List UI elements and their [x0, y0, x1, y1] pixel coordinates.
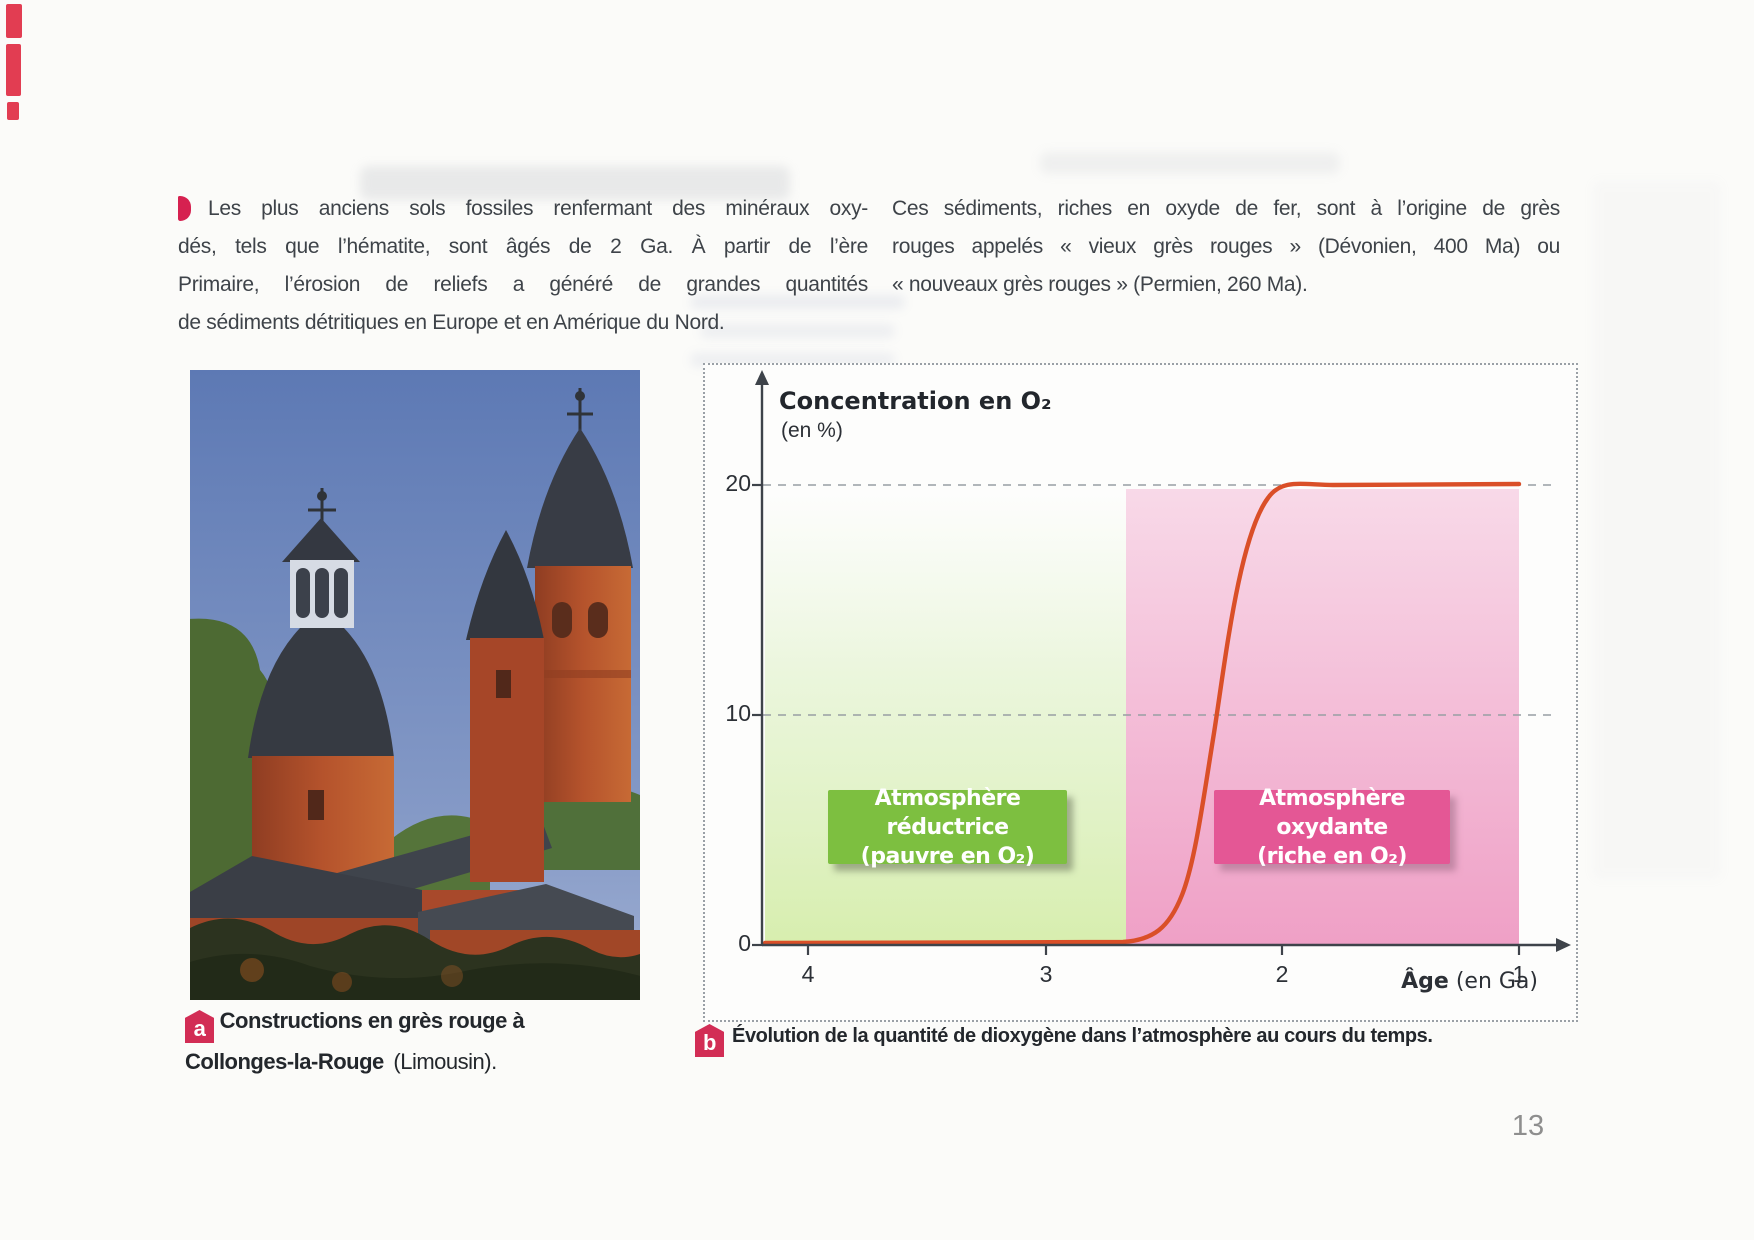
y-tick-20: 20 — [725, 470, 751, 496]
x-tick-1: 1 — [1512, 961, 1526, 987]
y-axis-arrow-icon — [755, 370, 769, 385]
x-axis-arrow-icon — [1556, 938, 1571, 952]
chart-x-axis-title: Âge (en Ga) — [1401, 969, 1538, 994]
photo-caption-bold: Constructions en grès rouge à Collonges-… — [185, 1008, 525, 1074]
chart-y-axis-unit: (en %) — [781, 419, 843, 442]
intro-paragraph-right: Ces sédiments, riches en oxyde de fer, s… — [892, 190, 1560, 304]
x-axis-title-bold: Âge — [1401, 969, 1449, 994]
scan-artifact — [7, 102, 19, 120]
x-tick-2: 2 — [1275, 961, 1289, 987]
scan-smudge — [690, 295, 905, 309]
oxygen-evolution-chart — [752, 370, 1571, 955]
intro-paragraph-left: Les plus anciens sols fossiles renferman… — [178, 190, 868, 342]
scan-artifact — [6, 44, 21, 96]
oxidizing-atmosphere-region — [1126, 489, 1519, 945]
reducing-atmosphere-label: Atmosphère réductrice (pauvre en O₂) — [828, 786, 1067, 869]
oxidizing-atmosphere-label: Atmosphère oxydante (riche en O₂) — [1214, 786, 1450, 869]
reducing-atmosphere-region — [765, 493, 1126, 945]
figure-caption: b Évolution de la quantité de dioxygène d… — [695, 1024, 1433, 1057]
paragraph-line: rouges appelés « vieux grès rouges » (Dé… — [892, 235, 1560, 258]
zone-label-line: (pauvre en O₂) — [860, 843, 1035, 869]
scan-artifact — [6, 4, 22, 38]
paragraph-line: « nouveaux grès rouges » (Permien, 260 M… — [892, 273, 1308, 296]
scan-smudge — [700, 324, 895, 338]
zone-label-line: (riche en O₂) — [1257, 843, 1407, 869]
y-tick-10: 10 — [725, 700, 751, 726]
paragraph-line: Les plus anciens sols fossiles renferman… — [208, 197, 868, 220]
scan-smudge — [360, 166, 790, 200]
scan-smudge — [1592, 180, 1722, 880]
page-number: 13 — [1511, 1110, 1545, 1142]
x-tick-3: 3 — [1039, 961, 1053, 987]
photo-caption-regular: (Limousin). — [393, 1049, 497, 1074]
caption-b-badge: b — [695, 1024, 724, 1057]
y-tick-0: 0 — [738, 930, 751, 956]
zone-label-line: Atmosphère oxydante — [1259, 785, 1405, 840]
figure-panel: Concentration en O₂ (en %) 20 10 0 4 3 2… — [703, 363, 1578, 1022]
paragraph-bullet-icon — [178, 196, 191, 221]
paragraph-line: Ces sédiments, riches en oxyde de fer, s… — [892, 197, 1560, 220]
chart-y-axis-title: Concentration en O₂ — [779, 387, 1052, 415]
photo-collonges-la-rouge — [190, 370, 640, 1000]
paragraph-line: Primaire, l’érosion de reliefs a généré … — [178, 273, 868, 296]
paragraph-line: dés, tels que l’hématite, sont âgés de 2… — [178, 235, 868, 258]
o2-concentration-curve — [762, 481, 1522, 946]
zone-label-line: Atmosphère réductrice — [874, 785, 1021, 840]
caption-a-badge: a — [185, 1010, 214, 1043]
x-axis-title-unit: (en Ga) — [1455, 969, 1538, 994]
scan-smudge — [1040, 152, 1340, 174]
x-tick-4: 4 — [801, 961, 815, 987]
figure-caption-text: Évolution de la quantité de dioxygène da… — [732, 1025, 1433, 1047]
paragraph-line: de sédiments détritiques en Europe et en… — [178, 311, 725, 334]
photo-caption: a Constructions en grès rouge à Collonge… — [185, 1002, 637, 1080]
